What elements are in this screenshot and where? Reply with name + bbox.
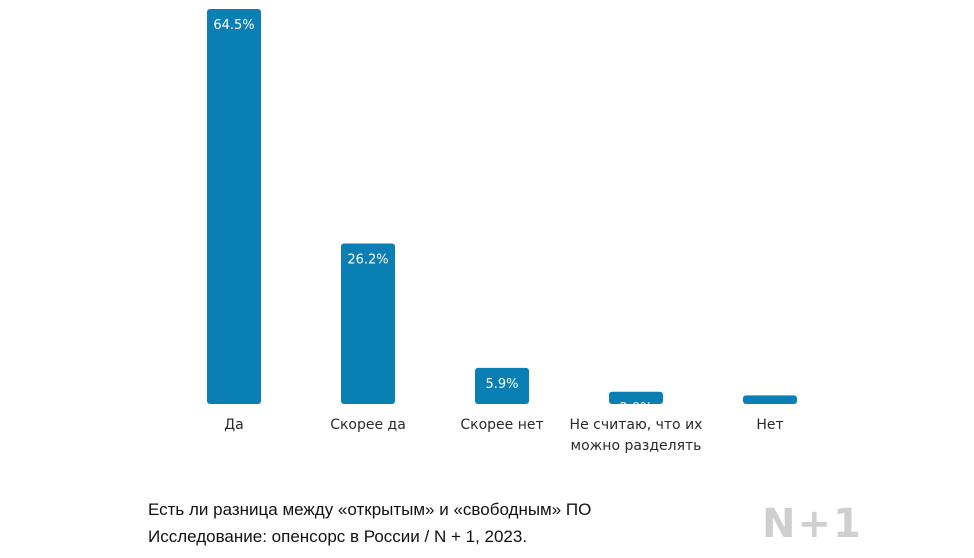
bar-value-label-3: 2.0% (619, 401, 652, 416)
category-label-4: Нет (756, 417, 783, 433)
category-label-0: Да (224, 417, 244, 433)
category-label-3-line-1: можно разделять (571, 438, 702, 454)
category-label-3-line-0: Не считаю, что их (570, 417, 703, 433)
category-label-2: Скорее нет (460, 417, 543, 433)
chart-title: Есть ли разница между «открытым» и «своб… (148, 500, 592, 519)
bar-value-label-2: 5.9% (485, 377, 518, 392)
bar-4 (743, 395, 797, 404)
bar-2 (475, 367, 529, 404)
bar-value-label-0: 64.5% (213, 18, 254, 33)
n-plus-one-logo: N+1 (762, 501, 863, 547)
category-label-1: Скорее да (330, 417, 406, 433)
bar-3 (609, 391, 663, 404)
chart-source: Исследование: опенсорс в России / N + 1,… (148, 527, 528, 546)
bar-value-label-1: 26.2% (347, 253, 388, 268)
bar-1 (341, 243, 395, 404)
bar-value-label-4: 1.4% (753, 404, 786, 419)
chart-caption: Есть ли разница между «открытым» и «своб… (148, 496, 591, 550)
bar-0 (207, 9, 261, 404)
